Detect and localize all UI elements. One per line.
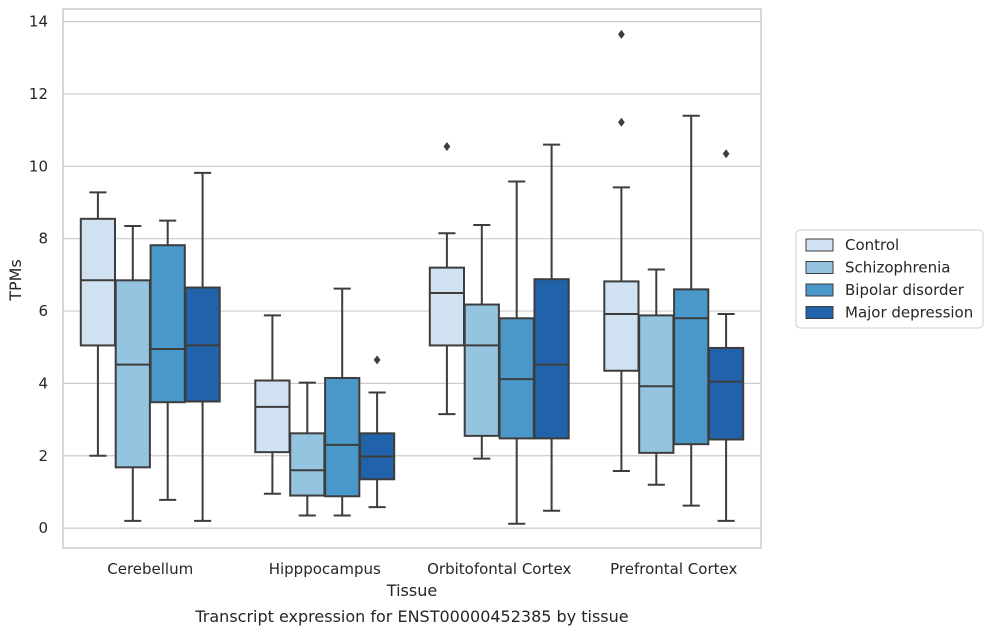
legend-swatch [805, 306, 834, 319]
box-iqr [603, 280, 640, 372]
box-3-0 [603, 29, 640, 472]
outlier-point [618, 117, 625, 127]
x-tick-label: Prefrontal Cortex [610, 560, 737, 578]
box-iqr [463, 303, 500, 437]
y-tick-label: 0 [38, 519, 48, 537]
box-2-2 [498, 180, 535, 525]
legend: Control Schizophrenia Bipolar disorder Majo… [795, 229, 984, 329]
box-iqr [638, 314, 675, 454]
legend-swatch [805, 261, 834, 274]
outlier-point [722, 149, 730, 159]
legend-swatch [805, 283, 834, 297]
x-tick-label: Hipppocampus [269, 560, 381, 578]
box-iqr [428, 266, 466, 347]
box-1-3 [358, 355, 396, 509]
box-1-0 [254, 314, 291, 495]
chart-caption: Transcript expression for ENST0000045238… [194, 607, 628, 626]
outlier-point [443, 141, 451, 151]
legend-label: Schizophrenia [845, 259, 950, 277]
x-tick-label: Orbitofontal Cortex [427, 560, 571, 578]
x-tick-label: Cerebellum [107, 560, 193, 578]
box-iqr [673, 288, 710, 446]
box-0-1 [114, 225, 151, 522]
x-tick-labels: Cerebellum Hipppocampus Orbitofontal Corte… [107, 560, 737, 578]
box-iqr [114, 279, 151, 469]
y-tick-label: 12 [29, 85, 48, 103]
box-iqr [289, 432, 326, 497]
box-iqr [324, 376, 361, 498]
legend-frame [795, 229, 984, 329]
box-3-3 [707, 149, 745, 522]
box-iqr [707, 346, 745, 441]
y-tick-label: 6 [38, 302, 48, 320]
box-2-3 [533, 143, 570, 512]
legend-label: Major depression [845, 304, 973, 322]
box-iqr [79, 217, 117, 347]
box-1-1 [289, 381, 326, 517]
grid-lines [63, 21, 761, 529]
y-tick-label: 8 [38, 230, 48, 248]
box-0-2 [149, 219, 186, 501]
box-3-2 [673, 114, 710, 507]
outlier-point [373, 355, 381, 365]
box-2-1 [463, 223, 500, 460]
boxes [79, 29, 745, 525]
y-tick-label: 10 [29, 157, 48, 175]
box-iqr [533, 278, 570, 440]
y-tick-label: 2 [38, 447, 48, 465]
box-0-3 [184, 171, 221, 522]
legend-label: Control [845, 236, 899, 254]
y-tick-label: 4 [38, 374, 48, 392]
legend-label: Bipolar disorder [845, 281, 965, 299]
y-axis-title: TPMs [6, 259, 25, 302]
box-1-2 [324, 287, 361, 517]
box-0-0 [79, 191, 117, 457]
legend-swatch [805, 238, 834, 252]
y-tick-labels: 0 2 4 6 8 10 12 14 [29, 13, 48, 537]
y-tick-label: 14 [29, 13, 48, 31]
x-axis-title: Tissue [386, 581, 437, 600]
outlier-point [618, 29, 625, 39]
box-iqr [254, 379, 291, 454]
box-iqr [149, 244, 186, 404]
